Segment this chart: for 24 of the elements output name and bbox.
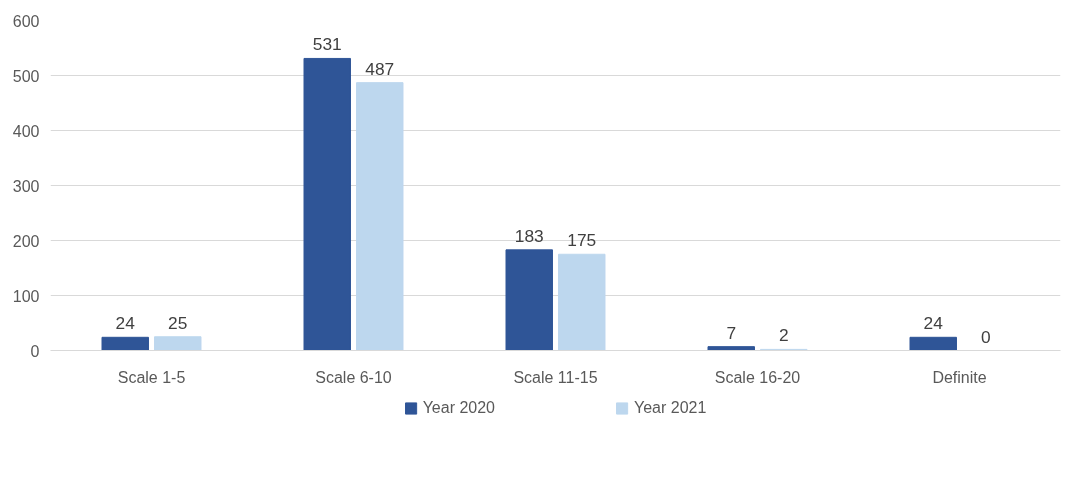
x-tick-label: Scale 16-20 [714,368,801,386]
x-tick-label: Definite [932,368,987,386]
data-label: 2 [778,325,789,346]
y-tick-label: 500 [12,67,40,85]
data-label: 531 [312,34,342,55]
data-label: 175 [567,230,597,251]
x-tick-label: Scale 6-10 [315,368,392,386]
x-tick-label: Scale 11-15 [513,368,598,386]
data-label: 0 [980,326,991,347]
data-label: 24 [923,313,944,334]
data-label: 487 [365,58,395,79]
x-tick-label: Scale 1-5 [117,368,186,386]
y-tick-label: 400 [12,122,40,140]
data-label: 7 [726,322,737,343]
y-tick-label: 600 [12,12,40,30]
data-label: 25 [168,312,188,333]
y-tick-label: 200 [12,232,40,250]
data-label: 24 [115,313,136,334]
y-tick-label: 300 [12,177,40,195]
legend-label: Year 2021 [634,399,707,417]
y-tick-label: 100 [12,287,40,305]
data-label: 183 [514,225,544,246]
legend-label: Year 2020 [422,399,495,417]
y-tick-label: 0 [30,342,40,360]
